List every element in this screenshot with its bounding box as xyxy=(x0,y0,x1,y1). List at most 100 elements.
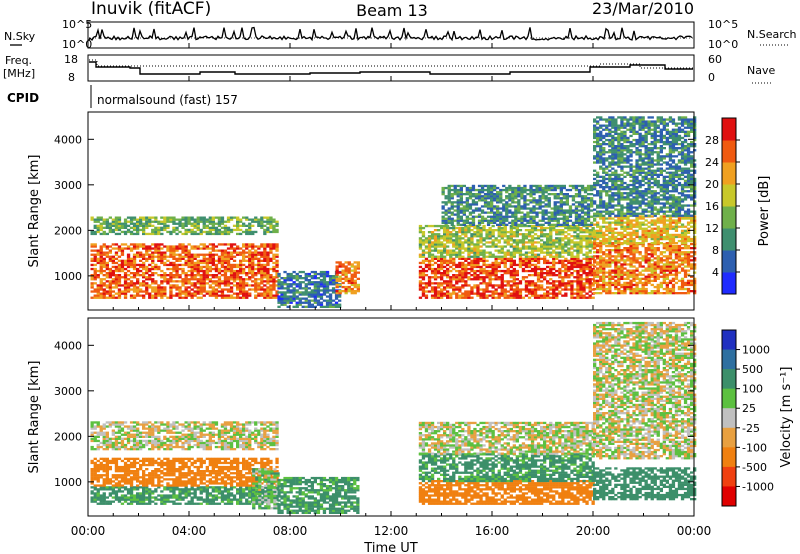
power-cell xyxy=(93,255,97,258)
power-cell xyxy=(576,249,580,252)
power-cell xyxy=(298,283,302,286)
power-cell xyxy=(476,251,480,254)
power-cell xyxy=(585,255,589,258)
power-cell xyxy=(485,272,489,275)
power-cell xyxy=(477,184,482,188)
power-cell xyxy=(491,267,495,271)
power-cell xyxy=(275,280,279,283)
power-cell xyxy=(490,221,494,224)
power-cell xyxy=(486,201,491,204)
power-cell xyxy=(251,232,255,236)
power-cell xyxy=(99,284,103,287)
power-cell xyxy=(582,237,586,240)
power-cell xyxy=(579,296,583,299)
power-cell xyxy=(599,277,603,280)
power-cell xyxy=(509,263,513,267)
power-cell xyxy=(226,247,231,250)
power-cell xyxy=(524,280,529,283)
power-cell xyxy=(99,218,103,221)
power-cell xyxy=(518,224,523,228)
power-cell xyxy=(220,257,225,260)
power-cell xyxy=(123,259,128,262)
power-cell xyxy=(538,211,542,214)
power-cell xyxy=(680,281,685,285)
power-cell xyxy=(446,235,450,238)
power-cell xyxy=(433,247,438,250)
power-cell xyxy=(437,237,441,240)
power-cell xyxy=(564,235,568,238)
power-cell xyxy=(521,243,526,246)
power-cell xyxy=(535,207,539,210)
power-cell xyxy=(465,203,469,206)
power-cell xyxy=(546,274,550,277)
power-cell xyxy=(602,235,606,239)
power-cell xyxy=(280,301,284,304)
power-cell xyxy=(596,242,600,245)
power-cell xyxy=(515,251,519,254)
power-cell xyxy=(568,195,573,198)
power-cell xyxy=(536,267,541,271)
power-cell xyxy=(499,193,503,196)
power-cell xyxy=(260,274,264,277)
power-cell xyxy=(316,293,321,296)
power-cell xyxy=(236,263,240,267)
power-cell xyxy=(205,220,209,223)
power-cell xyxy=(120,259,125,262)
power-cell xyxy=(458,243,462,246)
power-cell xyxy=(266,228,270,232)
power-cell xyxy=(686,269,691,272)
power-cell xyxy=(620,283,624,287)
power-cell xyxy=(117,255,122,258)
power-cell xyxy=(193,286,197,289)
power-cell xyxy=(132,286,137,289)
power-cell xyxy=(467,229,471,232)
power-cell xyxy=(129,259,134,262)
power-cell xyxy=(254,245,258,248)
power-cell xyxy=(220,263,225,267)
power-cell xyxy=(272,294,276,297)
power-cell xyxy=(605,263,609,266)
power-cell xyxy=(474,197,479,200)
power-cell xyxy=(117,282,122,285)
power-cell xyxy=(650,223,654,226)
power-cell xyxy=(583,213,588,216)
power-cell xyxy=(605,261,609,264)
power-cell xyxy=(533,267,538,271)
power-cell xyxy=(653,279,657,282)
power-cell xyxy=(677,263,682,266)
power-cell xyxy=(508,193,512,196)
power-cell xyxy=(275,294,279,297)
power-cell xyxy=(248,269,252,273)
power-cell xyxy=(521,224,526,228)
power-cell xyxy=(99,247,103,250)
power-cell xyxy=(509,284,513,287)
power-cell xyxy=(310,305,314,308)
power-cell xyxy=(450,201,454,204)
power-cell xyxy=(540,288,544,291)
power-cell xyxy=(145,220,149,223)
power-cell xyxy=(524,259,529,262)
power-cell xyxy=(114,261,119,265)
power-cell xyxy=(494,245,498,248)
power-cell xyxy=(446,274,450,277)
power-cell xyxy=(453,209,457,212)
power-cell xyxy=(485,274,489,277)
power-cell xyxy=(467,245,471,248)
power-cell xyxy=(142,265,146,269)
power-cell xyxy=(535,188,539,192)
power-cell xyxy=(178,222,182,225)
power-cell xyxy=(638,235,642,239)
power-cell xyxy=(641,242,645,245)
power-cell xyxy=(269,222,273,225)
power-cell xyxy=(257,251,261,254)
power-cell xyxy=(641,231,645,234)
power-cell xyxy=(295,283,299,286)
power-cell xyxy=(530,247,535,250)
power-cell xyxy=(520,211,524,214)
power-cell xyxy=(325,303,330,306)
power-cell xyxy=(459,209,463,212)
power-cell xyxy=(474,207,479,210)
power-cell xyxy=(430,237,435,240)
power-cell xyxy=(635,273,639,276)
power-cell xyxy=(571,223,576,226)
